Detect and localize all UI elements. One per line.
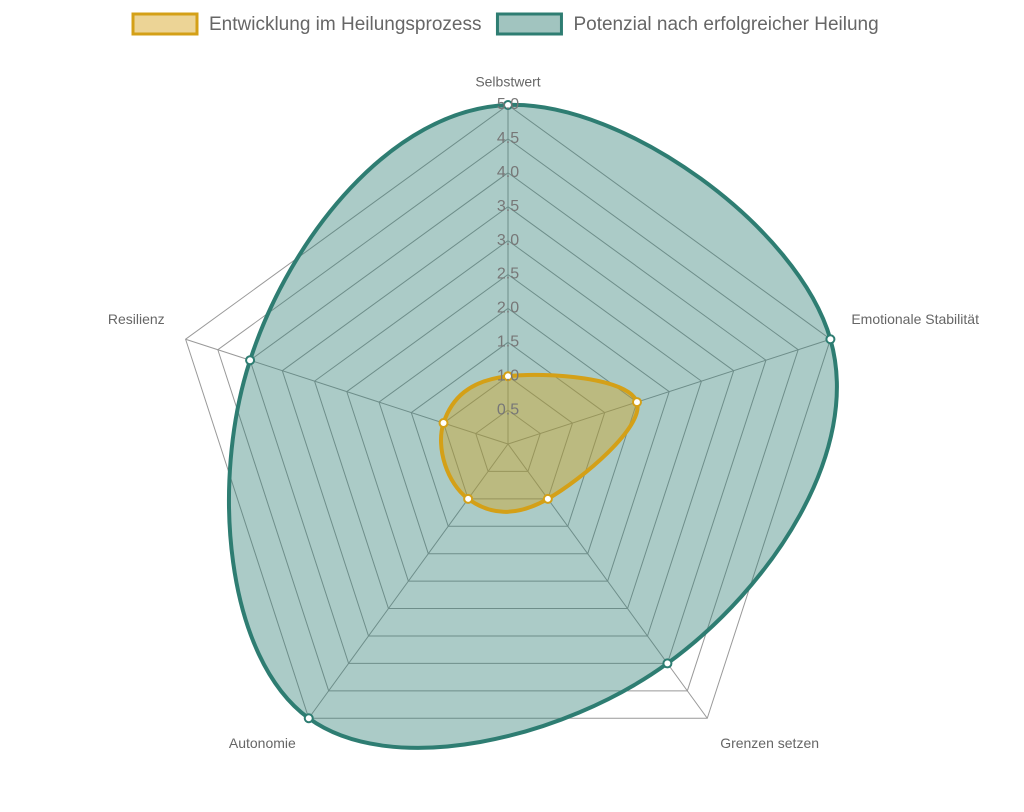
grid-line: [281, 206, 735, 637]
tick-label: 4.5: [497, 130, 519, 147]
grid-line: [249, 172, 767, 664]
data-point: [662, 658, 673, 669]
legend-swatch[interactable]: [131, 12, 199, 36]
legend-label[interactable]: Potenzial nach erfolgreicher Heilung: [573, 14, 878, 35]
grid-line: [442, 375, 574, 500]
spoke: [185, 338, 509, 445]
category-label: Resilienz: [108, 311, 165, 327]
tick-label: 1.5: [497, 334, 519, 351]
data-point: [503, 100, 513, 110]
legend-swatch[interactable]: [495, 12, 563, 36]
spoke: [308, 443, 509, 719]
radar-area: [227, 102, 839, 750]
grid-line: [475, 409, 541, 472]
tick-label: 2.0: [497, 300, 519, 317]
data-point: [825, 334, 836, 345]
tick-label: 3.5: [497, 198, 519, 215]
tick-label: 5.0: [497, 96, 519, 113]
grid-line: [410, 341, 606, 527]
data-point: [503, 371, 513, 382]
spoke: [507, 338, 831, 445]
grid-line: [313, 239, 703, 610]
grid-line: [185, 104, 831, 719]
category-label: Emotionale Stabilität: [851, 311, 979, 327]
data-point: [542, 493, 553, 504]
grid-line: [346, 273, 670, 582]
tick-label: 1.0: [497, 367, 519, 384]
legend-label[interactable]: Entwicklung im Heilungsprozess: [209, 14, 481, 35]
category-label: Selbstwert: [475, 74, 540, 90]
tick-label: 2.5: [497, 266, 519, 283]
tick-label: 4.0: [497, 164, 519, 181]
data-point: [303, 713, 314, 724]
spoke: [507, 443, 708, 719]
data-point: [245, 355, 256, 366]
tick-label: 3.0: [497, 232, 519, 249]
tick-label: 0.5: [497, 401, 519, 418]
category-label: Autonomie: [229, 735, 296, 751]
data-point: [438, 418, 449, 429]
data-point: [631, 397, 642, 408]
category-label: Grenzen setzen: [720, 735, 819, 751]
data-point: [463, 493, 474, 504]
